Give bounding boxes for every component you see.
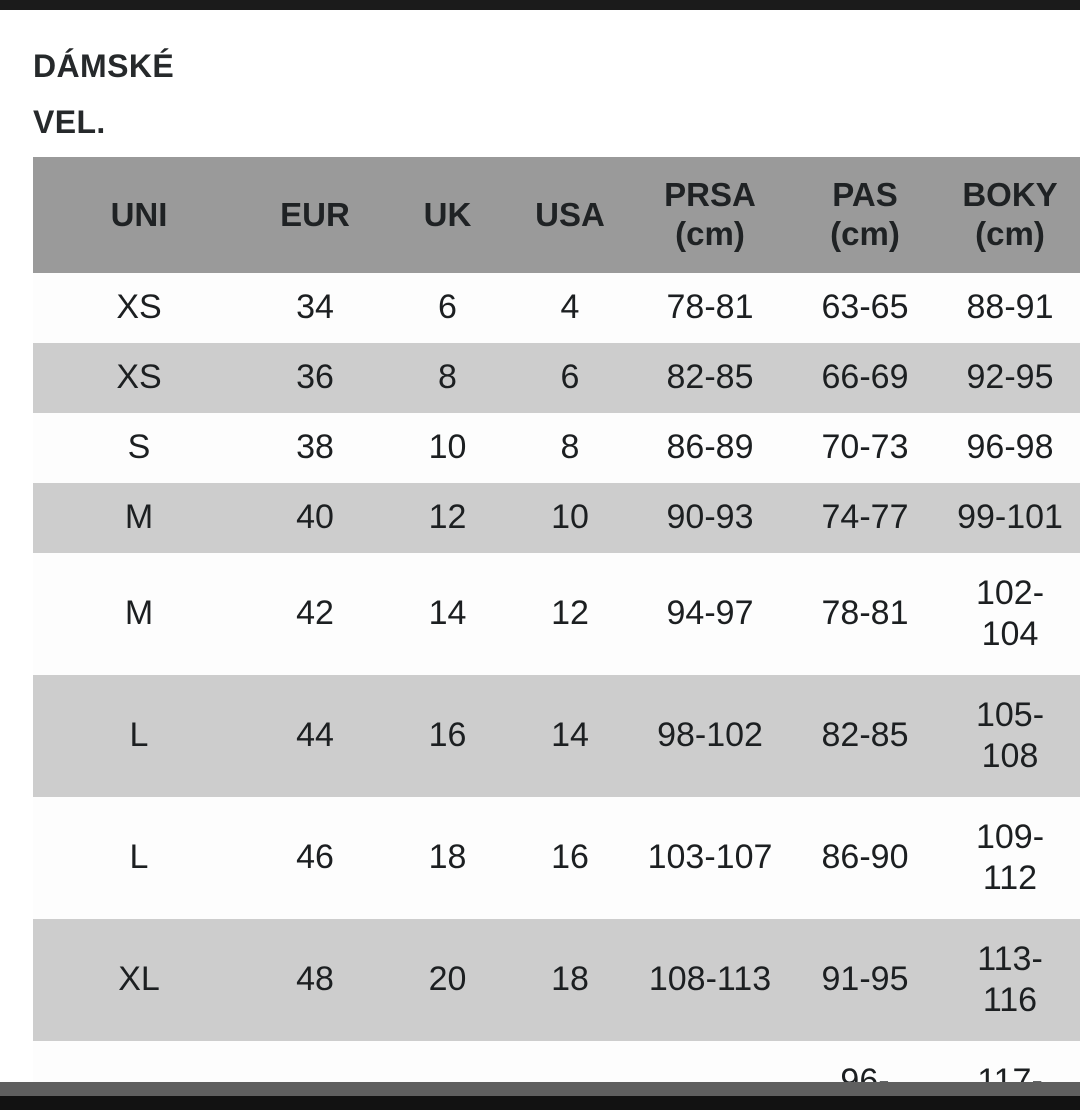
table-row: XL 48 20 18 108-113 91-95 113- 116 — [33, 919, 1080, 1041]
table-row: XS 34 6 4 78-81 63-65 88-91 — [33, 273, 1080, 343]
cell-uk: 20 — [385, 919, 510, 1041]
cell-eur: 46 — [245, 797, 385, 919]
cell-usa: 18 — [510, 919, 630, 1041]
cell-prsa: 98-102 — [630, 675, 790, 797]
column-header-prsa: PRSA (cm) — [630, 157, 790, 273]
column-header-uk: UK — [385, 157, 510, 273]
cell-prsa: 94-97 — [630, 553, 790, 675]
top-edge-bar — [0, 0, 1080, 10]
cell-usa: 12 — [510, 553, 630, 675]
table-row: L 44 16 14 98-102 82-85 105- 108 — [33, 675, 1080, 797]
table-row: S 38 10 8 86-89 70-73 96-98 — [33, 413, 1080, 483]
column-header-usa: USA — [510, 157, 630, 273]
bottom-gray-bar — [0, 1082, 1080, 1096]
cell-pas: 82-85 — [790, 675, 940, 797]
column-header-pas: PAS (cm) — [790, 157, 940, 273]
cell-boky: 92-95 — [940, 343, 1080, 413]
cell-prsa: 78-81 — [630, 273, 790, 343]
cell-uk: 12 — [385, 483, 510, 553]
cell-eur: 34 — [245, 273, 385, 343]
cell-pas: 63-65 — [790, 273, 940, 343]
cell-pas: 74-77 — [790, 483, 940, 553]
column-header-eur: EUR — [245, 157, 385, 273]
cell-pas: 91-95 — [790, 919, 940, 1041]
cell-uk: 10 — [385, 413, 510, 483]
cell-uk: 14 — [385, 553, 510, 675]
cell-boky: 105- 108 — [940, 675, 1080, 797]
cell-usa: 10 — [510, 483, 630, 553]
cell-eur: 36 — [245, 343, 385, 413]
cell-usa: 8 — [510, 413, 630, 483]
cell-uni: S — [33, 413, 245, 483]
cell-usa: 6 — [510, 343, 630, 413]
cell-boky: 113- 116 — [940, 919, 1080, 1041]
cell-usa: 4 — [510, 273, 630, 343]
cell-pas: 70-73 — [790, 413, 940, 483]
cell-pas: 66-69 — [790, 343, 940, 413]
table-row: XS 36 8 6 82-85 66-69 92-95 — [33, 343, 1080, 413]
cell-uni: XS — [33, 343, 245, 413]
column-header-boky: BOKY (cm) — [940, 157, 1080, 273]
cell-eur: 48 — [245, 919, 385, 1041]
cell-usa: 16 — [510, 797, 630, 919]
cell-eur: 44 — [245, 675, 385, 797]
cell-pas: 86-90 — [790, 797, 940, 919]
cell-uni: L — [33, 797, 245, 919]
table-header-row: UNI EUR UK USA PRSA (cm) PAS (cm) BOKY (… — [33, 157, 1080, 273]
cell-pas: 78-81 — [790, 553, 940, 675]
cell-uni: M — [33, 483, 245, 553]
cell-prsa: 90-93 — [630, 483, 790, 553]
cell-prsa: 108-113 — [630, 919, 790, 1041]
bottom-edge-bar — [0, 1096, 1080, 1110]
table-body: XS 34 6 4 78-81 63-65 88-91 XS 36 8 6 82… — [33, 273, 1080, 1110]
cell-uk: 18 — [385, 797, 510, 919]
cell-uni: XS — [33, 273, 245, 343]
cell-boky: 99-101 — [940, 483, 1080, 553]
cell-uk: 6 — [385, 273, 510, 343]
table-header: UNI EUR UK USA PRSA (cm) PAS (cm) BOKY (… — [33, 157, 1080, 273]
column-header-uni: UNI — [33, 157, 245, 273]
cell-prsa: 103-107 — [630, 797, 790, 919]
cell-boky: 88-91 — [940, 273, 1080, 343]
cell-eur: 38 — [245, 413, 385, 483]
cell-prsa: 86-89 — [630, 413, 790, 483]
cell-uni: XL — [33, 919, 245, 1041]
cell-uni: L — [33, 675, 245, 797]
cell-boky: 96-98 — [940, 413, 1080, 483]
cell-eur: 40 — [245, 483, 385, 553]
cell-uk: 8 — [385, 343, 510, 413]
cell-uk: 16 — [385, 675, 510, 797]
table-row: M 42 14 12 94-97 78-81 102- 104 — [33, 553, 1080, 675]
cell-boky: 102- 104 — [940, 553, 1080, 675]
cell-eur: 42 — [245, 553, 385, 675]
cell-prsa: 82-85 — [630, 343, 790, 413]
womens-size-table: UNI EUR UK USA PRSA (cm) PAS (cm) BOKY (… — [33, 157, 1080, 1110]
table-row: M 40 12 10 90-93 74-77 99-101 — [33, 483, 1080, 553]
cell-boky: 109- 112 — [940, 797, 1080, 919]
cell-uni: M — [33, 553, 245, 675]
table-row: L 46 18 16 103-107 86-90 109- 112 — [33, 797, 1080, 919]
cell-usa: 14 — [510, 675, 630, 797]
page-title: DÁMSKÉ VEL. — [33, 48, 175, 140]
